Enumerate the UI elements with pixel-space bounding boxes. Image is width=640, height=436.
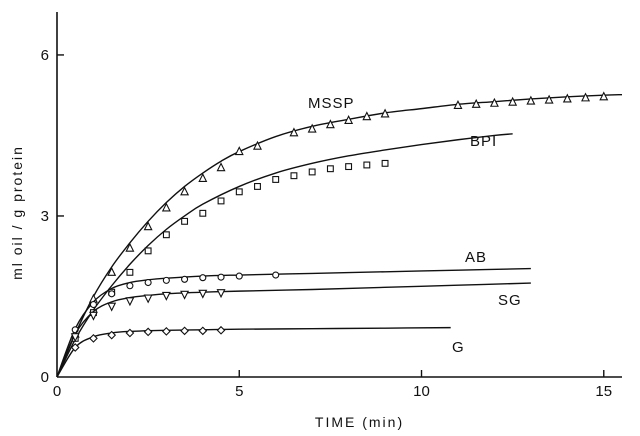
data-point-sg <box>107 302 117 312</box>
data-point-bpi <box>363 161 371 169</box>
data-point-sg <box>70 333 80 343</box>
data-point-bpi <box>181 217 189 225</box>
data-point-mssp <box>289 127 299 137</box>
series-label-mssp: MSSP <box>308 95 355 112</box>
data-point-g <box>161 326 171 336</box>
data-point-mssp <box>307 123 317 133</box>
x-tick-label: 10 <box>413 383 430 400</box>
data-point-mssp <box>107 266 117 276</box>
data-point-mssp <box>380 108 390 118</box>
data-point-sg <box>143 294 153 304</box>
series-label-sg: SG <box>498 292 522 309</box>
data-point-g <box>143 327 153 337</box>
data-point-g <box>70 343 80 352</box>
data-point-sg <box>125 297 135 307</box>
data-point-mssp <box>508 96 518 106</box>
data-point-mssp <box>599 91 609 101</box>
data-point-g <box>216 325 226 335</box>
data-point-ab <box>272 271 280 279</box>
data-point-sg <box>161 291 171 301</box>
data-point-mssp <box>216 162 226 172</box>
data-point-mssp <box>526 95 536 105</box>
data-point-bpi <box>144 247 152 255</box>
data-point-ab <box>199 274 207 282</box>
data-point-g <box>180 326 189 336</box>
data-point-bpi <box>235 188 243 196</box>
data-point-sg <box>216 289 226 299</box>
data-point-mssp <box>325 119 335 129</box>
data-point-bpi <box>345 163 353 171</box>
data-point-bpi <box>162 231 170 239</box>
y-axis-label: ml oil / g protein <box>9 145 25 280</box>
series-line-mssp <box>56 93 623 378</box>
x-tick-label: 0 <box>53 383 61 400</box>
series-line-bpi <box>56 133 513 378</box>
data-point-ab <box>126 282 134 290</box>
data-point-g <box>89 333 98 343</box>
data-point-sg <box>180 290 190 300</box>
data-point-mssp <box>362 111 372 121</box>
y-tick-label: 6 <box>41 47 49 64</box>
data-point-bpi <box>126 268 134 276</box>
data-point-mssp <box>234 146 244 156</box>
x-tick-label: 15 <box>595 383 612 400</box>
data-point-bpi <box>217 197 225 205</box>
y-tick-label: 0 <box>41 369 49 386</box>
data-point-mssp <box>471 98 481 108</box>
series-label-ab: AB <box>465 249 487 266</box>
y-tick-label: 3 <box>41 208 49 225</box>
data-point-g <box>107 330 117 340</box>
data-point-ab <box>217 273 225 281</box>
data-point-mssp <box>180 186 190 196</box>
data-point-ab <box>144 278 152 287</box>
data-point-sg <box>88 311 98 321</box>
data-point-bpi <box>272 176 280 183</box>
data-point-mssp <box>581 92 591 102</box>
data-point-mssp <box>489 97 499 107</box>
data-point-mssp <box>198 172 208 182</box>
data-point-bpi <box>308 168 316 176</box>
data-point-mssp <box>143 221 153 231</box>
data-point-bpi <box>290 172 298 180</box>
data-point-mssp <box>252 140 262 150</box>
series-line-sg <box>56 282 531 378</box>
x-tick-label: 5 <box>235 383 243 400</box>
data-point-g <box>198 326 208 336</box>
series-label-bpi: BPI <box>470 133 497 150</box>
data-point-mssp <box>344 114 354 124</box>
data-point-bpi <box>254 182 261 190</box>
data-point-bpi <box>381 159 389 167</box>
data-point-mssp <box>544 94 554 104</box>
data-point-mssp <box>125 242 135 252</box>
data-point-mssp <box>453 99 463 109</box>
data-point-ab <box>162 276 170 284</box>
data-point-sg <box>198 289 208 299</box>
data-point-ab <box>108 290 116 298</box>
series-label-g: G <box>452 339 465 356</box>
data-point-bpi <box>199 209 207 217</box>
data-point-mssp <box>562 93 572 103</box>
data-point-ab <box>235 272 243 280</box>
data-point-bpi <box>326 165 334 173</box>
x-axis-label: TIME (min) <box>315 414 404 430</box>
data-point-ab <box>181 275 189 283</box>
data-point-g <box>125 328 135 338</box>
data-point-mssp <box>161 202 171 212</box>
data-point-ab <box>89 300 98 309</box>
series-line-g <box>56 326 451 378</box>
